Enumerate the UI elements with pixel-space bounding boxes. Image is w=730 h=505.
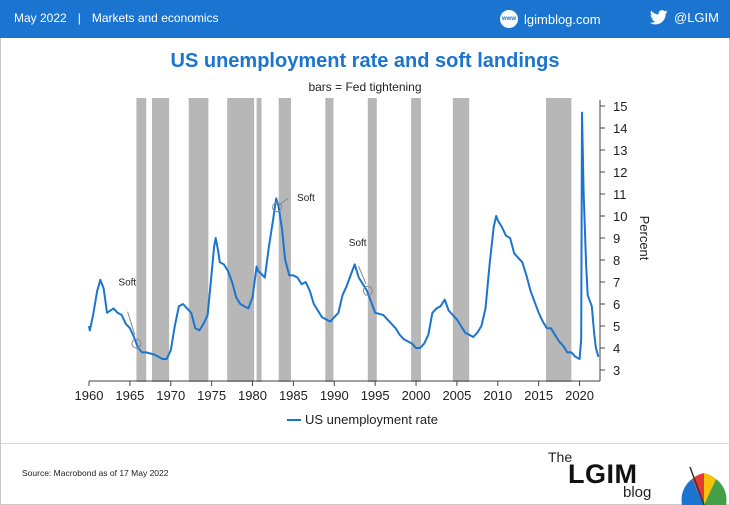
x-tick-label: 2000 <box>402 388 431 403</box>
footer-divider <box>0 443 730 444</box>
tightening-bar <box>278 98 291 382</box>
header-meta: May 2022 | Markets and economics <box>14 11 219 25</box>
annotation-leader <box>357 265 367 285</box>
x-tick-label: 2010 <box>483 388 512 403</box>
tightening-bar <box>136 98 147 382</box>
twitter-handle: @LGIM <box>674 10 719 25</box>
x-tick-label: 2020 <box>565 388 594 403</box>
x-tick-label: 1960 <box>75 388 104 403</box>
chart-title: US unemployment rate and soft landings <box>170 50 560 72</box>
y-tick-label: 4 <box>613 341 620 356</box>
x-tick-label: 1970 <box>156 388 185 403</box>
annotation-marker <box>131 338 142 349</box>
annotation-marker <box>362 285 373 296</box>
annotation-leader <box>278 197 289 206</box>
y-tick-label: 8 <box>613 253 620 268</box>
tightening-bar <box>367 98 377 382</box>
annotation-marker <box>272 202 283 213</box>
site-link[interactable]: www lgimblog.com <box>500 10 601 28</box>
y-tick-label: 10 <box>613 209 627 224</box>
logo-the: The <box>548 449 573 465</box>
x-tick-label: 1990 <box>320 388 349 403</box>
y-tick-label: 15 <box>613 99 627 114</box>
legend-line-swatch <box>287 418 301 421</box>
header-section-link[interactable]: Markets and economics <box>91 11 219 25</box>
unemployment-line <box>88 111 600 360</box>
x-tick-label: 1965 <box>115 388 144 403</box>
lgim-blog-logo: The LGIM blog <box>548 449 730 505</box>
y-tick-label: 13 <box>613 143 627 158</box>
x-tick-label: 1980 <box>238 388 267 403</box>
annotation-label: Soft <box>118 278 136 289</box>
y-tick-label: 3 <box>613 363 620 378</box>
x-tick-label: 2005 <box>442 388 471 403</box>
y-tick-label: 9 <box>613 231 620 246</box>
tightening-bar <box>256 98 262 382</box>
y-tick-label: 11 <box>613 187 627 202</box>
y-axis-label: Percent <box>637 216 652 261</box>
header-date: May 2022 <box>14 11 67 25</box>
y-tick-label: 6 <box>613 297 620 312</box>
chart-subtitle: bars = Fed tightening <box>308 80 422 94</box>
annotation-label: Soft <box>349 238 367 249</box>
top-bar: May 2022 | Markets and economics www lgimb… <box>0 0 730 38</box>
x-tick-label: 1995 <box>361 388 390 403</box>
logo-blog: blog <box>623 484 652 501</box>
annotation-label: Soft <box>297 193 315 204</box>
tightening-bar <box>227 98 255 382</box>
source-note: Source: Macrobond as of 17 May 2022 <box>22 468 169 478</box>
tightening-bar <box>546 98 572 382</box>
tightening-bar <box>452 98 470 382</box>
twitter-bird-icon <box>650 10 668 25</box>
logo-lgim: LGIM <box>568 459 638 489</box>
header-separator: | <box>77 11 81 25</box>
legend-label: US unemployment rate <box>305 412 438 427</box>
tightening-bar <box>325 98 334 382</box>
x-tick-label: 2015 <box>524 388 553 403</box>
twitter-link[interactable]: @LGIM <box>650 10 719 25</box>
y-tick-label: 14 <box>613 121 627 136</box>
site-label: lgimblog.com <box>524 11 601 27</box>
tightening-bar <box>411 98 421 382</box>
chart-legend: US unemployment rate <box>287 412 438 427</box>
y-tick-label: 5 <box>613 319 620 334</box>
y-tick-label: 7 <box>613 275 620 290</box>
x-tick-label: 1985 <box>279 388 308 403</box>
umbrella-icon <box>681 466 727 505</box>
tightening-bar <box>188 98 209 382</box>
unemployment-chart: 1960 1965 1970 1975 1980 1985 1990 1995 2000 2005… <box>75 98 652 403</box>
tightening-bar <box>151 98 170 382</box>
y-tick-label: 12 <box>613 165 627 180</box>
x-tick-label: 1975 <box>197 388 226 403</box>
annotation-leader <box>127 311 136 336</box>
www-globe-icon: www <box>500 10 518 28</box>
